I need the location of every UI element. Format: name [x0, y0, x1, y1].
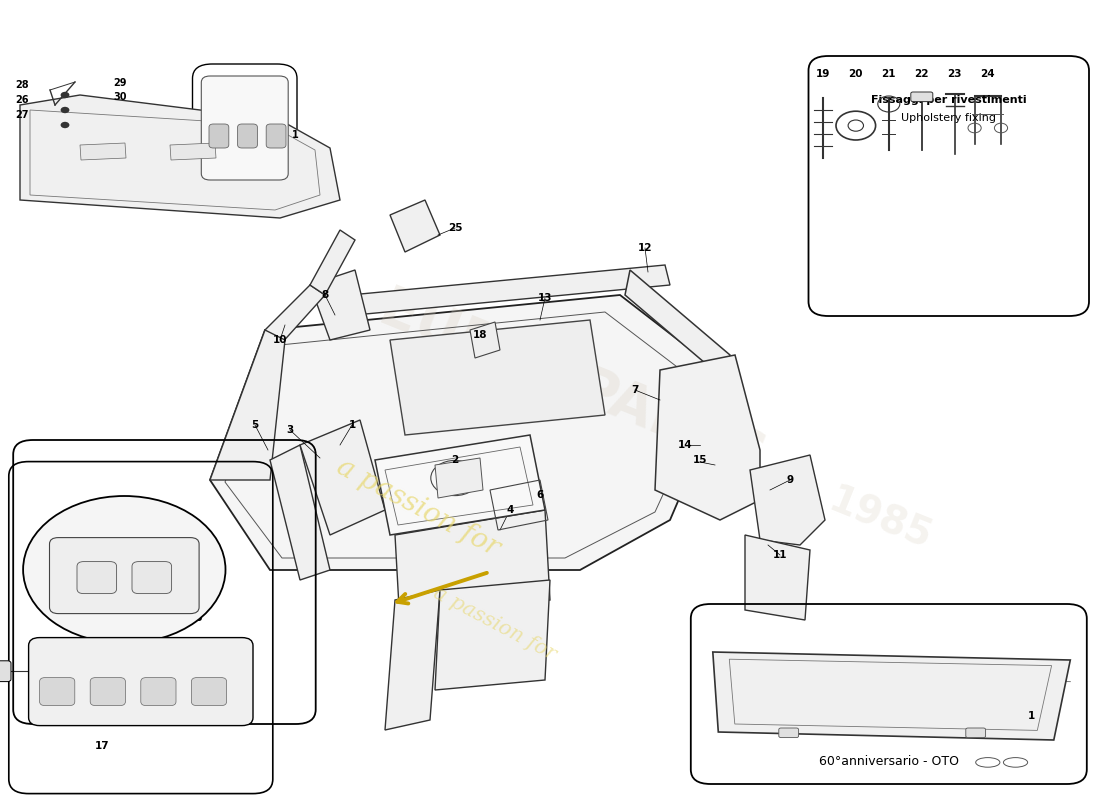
Text: 22: 22: [914, 69, 929, 78]
Text: 19: 19: [815, 69, 830, 78]
FancyBboxPatch shape: [141, 678, 176, 706]
Text: 23: 23: [947, 69, 962, 78]
Polygon shape: [385, 590, 440, 730]
Text: Vale per USA e CDN - Versione Arricchita: Vale per USA e CDN - Versione Arricchita: [79, 678, 250, 687]
Text: 5: 5: [252, 420, 258, 430]
FancyBboxPatch shape: [266, 124, 286, 148]
Text: 2: 2: [451, 455, 459, 465]
FancyBboxPatch shape: [191, 678, 227, 706]
FancyBboxPatch shape: [966, 728, 986, 738]
Polygon shape: [170, 143, 216, 160]
Text: 2: 2: [192, 549, 199, 558]
Polygon shape: [80, 143, 126, 160]
FancyBboxPatch shape: [201, 76, 288, 180]
Text: 1: 1: [1028, 711, 1035, 721]
Text: 29: 29: [113, 78, 127, 88]
FancyBboxPatch shape: [209, 124, 229, 148]
Circle shape: [23, 496, 226, 643]
Circle shape: [60, 106, 69, 114]
Polygon shape: [300, 420, 385, 535]
Polygon shape: [750, 455, 825, 545]
Polygon shape: [310, 230, 355, 295]
Text: 26: 26: [15, 95, 29, 105]
Text: 21: 21: [881, 69, 896, 78]
FancyBboxPatch shape: [90, 678, 125, 706]
FancyBboxPatch shape: [132, 562, 172, 594]
Polygon shape: [625, 270, 730, 380]
Text: 60°anniversario - OTO: 60°anniversario - OTO: [818, 755, 959, 768]
FancyBboxPatch shape: [50, 538, 199, 614]
Text: Fissaggi per rivestimenti: Fissaggi per rivestimenti: [871, 95, 1026, 105]
Polygon shape: [375, 435, 544, 535]
FancyBboxPatch shape: [911, 92, 933, 102]
Polygon shape: [395, 510, 550, 625]
Text: 28: 28: [15, 80, 29, 90]
Text: 13: 13: [538, 293, 552, 303]
Text: 1: 1: [292, 130, 298, 140]
Text: 10: 10: [273, 335, 287, 345]
Text: 30: 30: [113, 92, 127, 102]
Text: 25: 25: [448, 223, 462, 233]
Text: EUROSPARES: EUROSPARES: [371, 282, 773, 486]
Polygon shape: [210, 330, 285, 480]
Polygon shape: [20, 95, 340, 218]
Text: 1: 1: [349, 420, 355, 430]
Text: 17: 17: [95, 741, 110, 750]
Text: 27: 27: [15, 110, 29, 120]
Text: 16: 16: [188, 613, 204, 622]
FancyBboxPatch shape: [77, 562, 117, 594]
Text: 26: 26: [271, 79, 284, 89]
Text: 6: 6: [537, 490, 543, 500]
Polygon shape: [390, 320, 605, 435]
FancyBboxPatch shape: [40, 678, 75, 706]
Polygon shape: [745, 535, 810, 620]
Polygon shape: [434, 458, 483, 498]
Polygon shape: [210, 295, 730, 570]
Polygon shape: [270, 445, 330, 580]
Text: 11: 11: [772, 550, 788, 560]
Circle shape: [60, 92, 69, 98]
Circle shape: [60, 122, 69, 128]
FancyBboxPatch shape: [0, 661, 11, 682]
Polygon shape: [713, 652, 1070, 740]
FancyBboxPatch shape: [779, 728, 799, 738]
Text: HOME LINK: HOME LINK: [132, 659, 197, 669]
Text: 1985: 1985: [823, 482, 937, 558]
Text: 24: 24: [980, 69, 996, 78]
Text: 3: 3: [286, 425, 294, 435]
Text: 20: 20: [848, 69, 864, 78]
Polygon shape: [350, 265, 670, 315]
Polygon shape: [265, 285, 324, 345]
Text: 8: 8: [321, 290, 329, 300]
Polygon shape: [310, 270, 370, 340]
Text: 18: 18: [473, 330, 487, 340]
Text: Valid for USA and CDN - Enriched version: Valid for USA and CDN - Enriched version: [78, 694, 251, 703]
Text: 12: 12: [638, 243, 652, 253]
Text: 15: 15: [693, 455, 707, 465]
Text: a passion for: a passion for: [430, 584, 560, 664]
FancyBboxPatch shape: [29, 638, 253, 726]
FancyArrowPatch shape: [397, 573, 487, 603]
Text: 4: 4: [506, 505, 514, 515]
Text: 14: 14: [678, 440, 692, 450]
Text: 7: 7: [631, 385, 639, 395]
Polygon shape: [390, 200, 440, 252]
Polygon shape: [470, 322, 500, 358]
Text: 9: 9: [786, 475, 793, 485]
FancyBboxPatch shape: [238, 124, 257, 148]
Polygon shape: [654, 355, 760, 520]
Text: Upholstery fixing: Upholstery fixing: [901, 114, 997, 123]
Polygon shape: [434, 580, 550, 690]
Text: a passion for: a passion for: [332, 454, 504, 562]
